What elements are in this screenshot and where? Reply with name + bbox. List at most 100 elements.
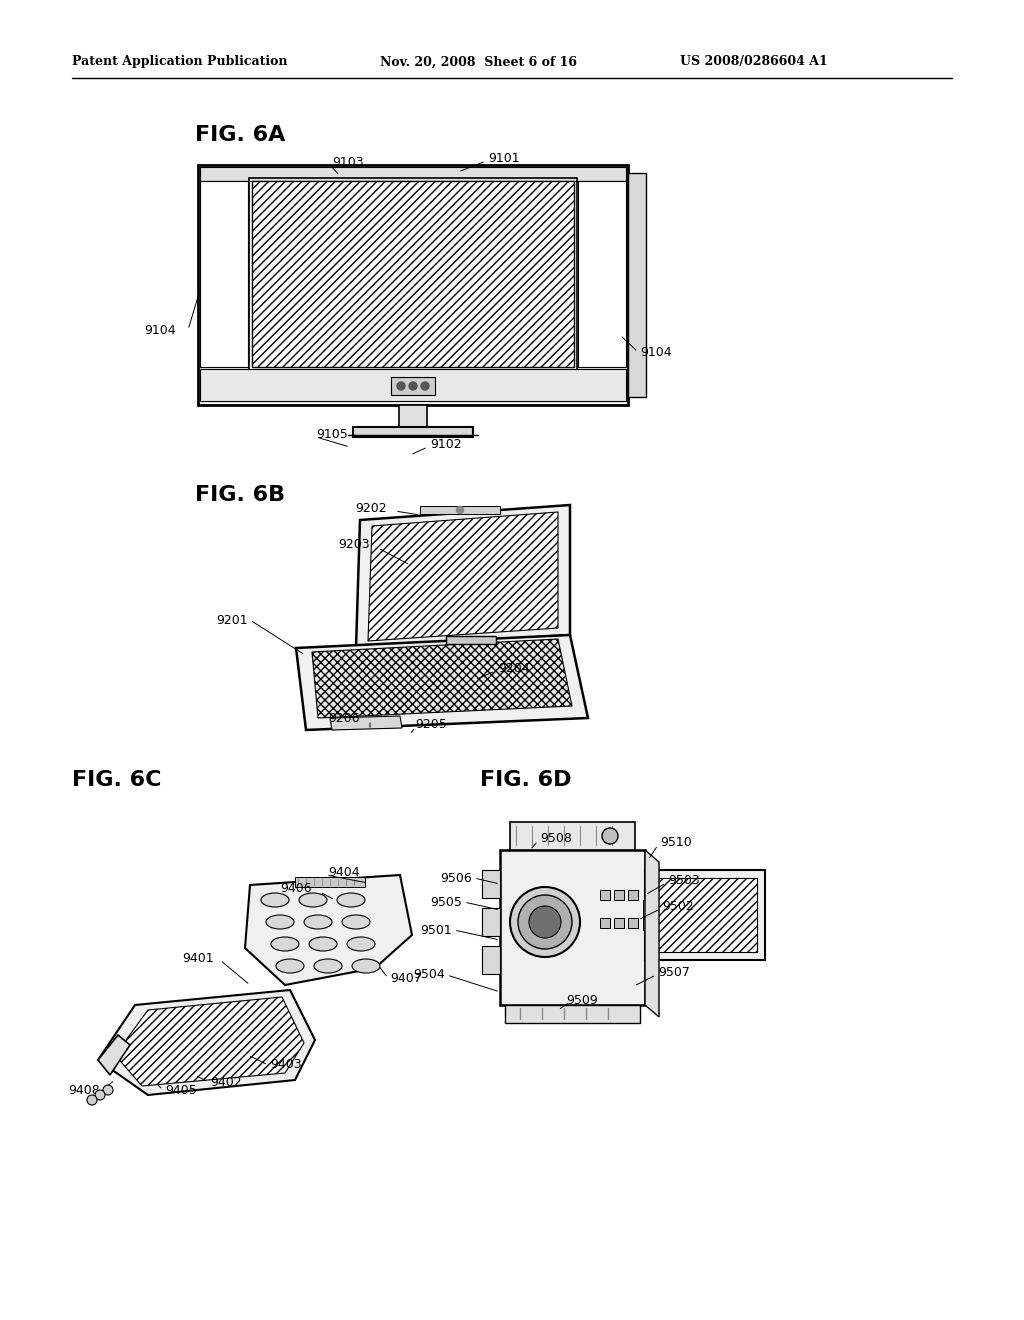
Polygon shape (98, 1035, 130, 1074)
Ellipse shape (266, 915, 294, 929)
Polygon shape (245, 875, 412, 985)
Circle shape (409, 381, 417, 389)
Ellipse shape (337, 894, 365, 907)
Text: 9101: 9101 (488, 152, 519, 165)
Polygon shape (356, 506, 570, 648)
Bar (391, 378, 435, 395)
Bar (628, 173, 646, 397)
Circle shape (95, 1090, 105, 1100)
Ellipse shape (276, 960, 304, 973)
Text: 9105: 9105 (316, 428, 348, 441)
Text: FIG. 6A: FIG. 6A (195, 125, 286, 145)
Bar (628, 917, 638, 928)
Ellipse shape (352, 960, 380, 973)
Ellipse shape (304, 915, 332, 929)
Bar (200, 181, 248, 367)
Bar (578, 181, 626, 367)
Bar (653, 878, 757, 952)
Polygon shape (645, 850, 659, 1016)
Polygon shape (312, 639, 572, 718)
Text: 9401: 9401 (182, 952, 214, 965)
Text: 9205: 9205 (415, 718, 446, 730)
Bar (614, 917, 624, 928)
Text: 9206: 9206 (328, 711, 359, 725)
Circle shape (421, 381, 429, 389)
Text: 9403: 9403 (270, 1059, 302, 1072)
Text: 9402: 9402 (210, 1076, 242, 1089)
Bar (399, 405, 427, 426)
Ellipse shape (299, 894, 327, 907)
Text: 9103: 9103 (332, 156, 364, 169)
Text: 9204: 9204 (498, 661, 529, 675)
Text: 9508: 9508 (540, 832, 571, 845)
Ellipse shape (314, 960, 342, 973)
Bar (249, 178, 577, 370)
Circle shape (510, 887, 580, 957)
Text: US 2008/0286604 A1: US 2008/0286604 A1 (680, 55, 827, 69)
Text: 9502: 9502 (662, 899, 693, 912)
Text: 9504: 9504 (414, 969, 445, 982)
Bar (600, 890, 610, 900)
Bar (578, 181, 626, 367)
Bar (420, 506, 500, 513)
Text: 9507: 9507 (658, 965, 690, 978)
Text: 9102: 9102 (430, 437, 462, 450)
Bar (198, 165, 628, 405)
Circle shape (518, 895, 572, 949)
Circle shape (87, 1096, 97, 1105)
Ellipse shape (309, 937, 337, 950)
Bar (510, 822, 635, 850)
Circle shape (397, 381, 406, 389)
Bar (200, 168, 626, 181)
Bar (600, 917, 610, 928)
Bar (482, 908, 500, 936)
Text: FIG. 6D: FIG. 6D (480, 770, 571, 789)
Bar (200, 181, 248, 367)
Bar (628, 890, 638, 900)
Bar (252, 181, 574, 367)
Text: 9201: 9201 (216, 614, 248, 627)
Text: FIG. 6C: FIG. 6C (72, 770, 162, 789)
Ellipse shape (347, 937, 375, 950)
Ellipse shape (342, 915, 370, 929)
Bar (505, 1005, 640, 1023)
Circle shape (457, 507, 464, 513)
Bar (295, 876, 365, 887)
Text: 9501: 9501 (420, 924, 452, 936)
Text: 9203: 9203 (338, 539, 370, 552)
Polygon shape (115, 997, 304, 1086)
Circle shape (529, 906, 561, 939)
Circle shape (103, 1085, 113, 1096)
Bar (614, 890, 624, 900)
Text: 9505: 9505 (430, 895, 462, 908)
Text: 9405: 9405 (165, 1084, 197, 1097)
Bar (500, 850, 645, 1005)
Text: 9510: 9510 (660, 836, 692, 849)
Text: 9407: 9407 (390, 972, 422, 985)
Polygon shape (98, 990, 315, 1096)
Bar (482, 870, 500, 898)
Text: FIG. 6B: FIG. 6B (195, 484, 285, 506)
Text: Patent Application Publication: Patent Application Publication (72, 55, 288, 69)
Polygon shape (368, 512, 558, 642)
Text: 9104: 9104 (144, 323, 176, 337)
Polygon shape (296, 635, 588, 730)
Text: 9406: 9406 (280, 882, 311, 895)
Text: 9202: 9202 (355, 502, 387, 515)
Ellipse shape (271, 937, 299, 950)
Bar (643, 900, 647, 931)
Text: 9408: 9408 (69, 1084, 100, 1097)
Bar (353, 426, 473, 437)
Bar (645, 870, 765, 960)
Text: 9503: 9503 (668, 874, 699, 887)
Text: 9506: 9506 (440, 871, 472, 884)
Circle shape (602, 828, 618, 843)
Polygon shape (330, 715, 402, 730)
Ellipse shape (261, 894, 289, 907)
Text: 9509: 9509 (566, 994, 598, 1006)
Text: 9404: 9404 (328, 866, 359, 879)
Bar (482, 946, 500, 974)
Text: Nov. 20, 2008  Sheet 6 of 16: Nov. 20, 2008 Sheet 6 of 16 (380, 55, 577, 69)
Text: 9104: 9104 (640, 346, 672, 359)
Bar (200, 370, 626, 401)
